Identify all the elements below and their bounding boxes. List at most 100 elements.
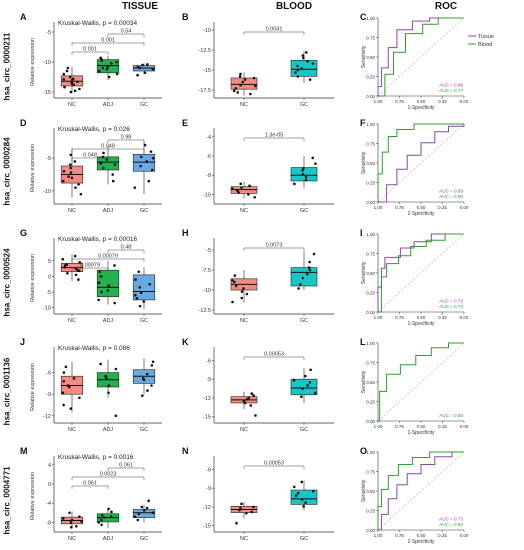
data-point (240, 296, 244, 300)
data-point (294, 494, 298, 497)
data-point (301, 387, 304, 390)
y-tick-label: -4 (206, 135, 211, 141)
data-point (100, 513, 104, 517)
comparison-pvalue: 0.0041 (266, 27, 283, 33)
x-tick-label: 1.00 (374, 315, 383, 320)
data-point (252, 394, 256, 397)
data-point (304, 175, 308, 179)
data-point (114, 414, 118, 418)
data-point (134, 278, 137, 281)
data-point (73, 89, 77, 93)
data-point (70, 78, 74, 82)
data-point (231, 279, 234, 282)
roc-curve-blood (377, 123, 464, 202)
data-point (147, 179, 151, 183)
data-point (102, 151, 105, 155)
data-point (312, 252, 316, 256)
comparison-pvalue: 1.3e-05 (265, 133, 284, 139)
box-gc (290, 378, 318, 396)
box-nc (230, 77, 258, 90)
data-point (300, 480, 304, 484)
data-point (70, 525, 73, 529)
comparison-bracket (243, 247, 305, 251)
data-point (78, 261, 82, 264)
kruskal-wallis-label: Kruskal-Wallis, p = 0.00016 (58, 236, 137, 243)
x-tick-label: 0.75 (395, 205, 404, 210)
data-point (140, 505, 144, 509)
x-tick-label: NC (68, 102, 76, 108)
data-point (70, 176, 74, 180)
data-point (141, 377, 145, 380)
data-point (231, 300, 234, 304)
data-point (61, 179, 65, 183)
gene-label-row-2: hsa_circ_0000284 (0, 123, 14, 219)
data-point (146, 389, 149, 392)
data-point (239, 506, 242, 510)
x-tick-label: ADJ (103, 427, 114, 433)
panel-D: D -10 -5 Relative expression Kruskal-Wallis,… (18, 118, 168, 218)
data-point (250, 392, 254, 395)
data-point (69, 166, 73, 170)
y-tick-label: 0.75 (366, 251, 375, 256)
y-tick-label: -10 (43, 60, 51, 66)
roc-column-header: ROC (434, 1, 458, 12)
data-point (73, 160, 77, 163)
data-point (64, 365, 68, 369)
chart-J: J -12 -9 -6 Relative expression Kruskal-Walli… (20, 337, 162, 433)
y-tick-label: -10 (43, 189, 51, 195)
data-point (308, 381, 312, 384)
data-point (311, 62, 315, 65)
data-point (68, 511, 71, 515)
data-point (306, 384, 309, 387)
y-tick-label: -8 (206, 173, 211, 179)
comparison-bracket (71, 148, 145, 152)
chart-I: I 0.00 0.25 0.50 0.75 1.00 1.00 0.75 0.50 0.25 0.0… (360, 228, 469, 327)
reference-diagonal (377, 17, 465, 97)
data-point (61, 517, 65, 520)
data-point (307, 266, 311, 269)
x-tick-label: 0.75 (395, 315, 404, 320)
data-point (300, 67, 304, 70)
y-axis-title: Sensitivity (361, 261, 367, 284)
data-point (106, 65, 110, 69)
legend-label-blood: Blood (478, 42, 492, 48)
data-point (74, 186, 77, 189)
y-tick-label: -12.5 (198, 48, 211, 54)
data-point (142, 300, 146, 303)
data-point (309, 368, 312, 372)
data-point (249, 404, 253, 407)
y-tick-label: 0.00 (366, 419, 375, 424)
y-axis-title: Relative expression (30, 144, 36, 192)
y-tick-label: 0.50 (366, 161, 375, 166)
panel-A: A -15 -10 -5 Relative expression Kruskal-Wall… (18, 12, 168, 112)
data-point (302, 56, 305, 60)
data-point (243, 78, 247, 81)
y-axis-title: Sensitivity (361, 151, 367, 174)
panel-letter: M (20, 446, 28, 456)
roc-curve-blood (378, 17, 464, 97)
kruskal-wallis-label: Kruskal-Wallis, p = 0.00034 (58, 20, 137, 27)
chart-A: A -15 -10 -5 Relative expression Kruskal-Wall… (20, 12, 162, 108)
data-point (107, 284, 111, 288)
box-gc (290, 267, 318, 287)
y-tick-label: -10 (43, 306, 51, 312)
data-point (68, 75, 72, 79)
comparison-bracket (71, 485, 109, 489)
data-point (66, 66, 70, 70)
panel-letter: E (182, 118, 188, 128)
y-axis-title: Sensitivity (361, 370, 367, 393)
data-point (106, 289, 110, 292)
auc-label-blood: AUC = 0.80 (439, 413, 463, 418)
data-point (304, 178, 308, 182)
chart-C: C 0.00 0.25 0.50 0.75 1.00 1.00 0.75 0.50 0.25 0.0… (360, 12, 494, 111)
comparison-pvalue: 0.48 (121, 245, 132, 251)
roc-curve-blood (378, 342, 464, 422)
data-point (101, 66, 105, 70)
tissue-column-header: TISSUE (121, 1, 159, 12)
y-tick-label: -9 (206, 486, 211, 492)
x-tick-label: GC (140, 536, 148, 542)
x-tick-label: 0.75 (395, 533, 404, 538)
y-tick-label: 0.75 (366, 141, 375, 146)
data-point (242, 399, 246, 403)
y-tick-label: -15 (203, 68, 211, 74)
